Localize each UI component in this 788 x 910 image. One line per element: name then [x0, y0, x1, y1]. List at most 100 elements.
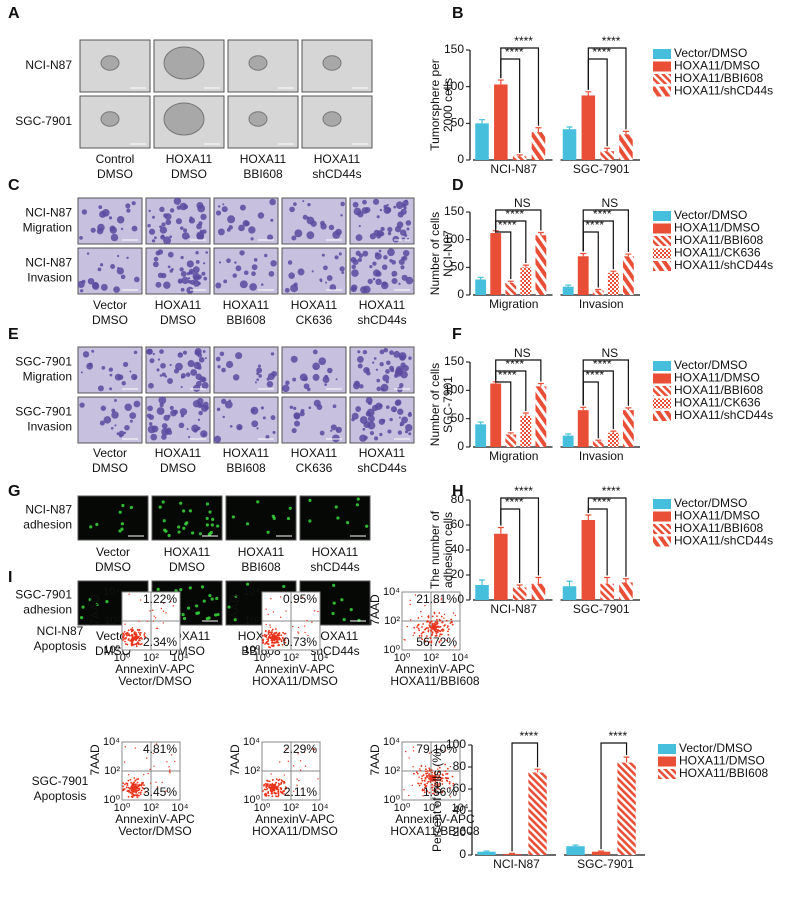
cell — [264, 253, 268, 258]
quadrant-value: 2.11% — [284, 785, 317, 799]
row-label: SGC-7901 — [32, 774, 89, 788]
y-axis-label: Number of cells — [428, 212, 442, 295]
event — [283, 774, 286, 776]
error-bar — [483, 850, 490, 852]
cell — [195, 604, 199, 608]
x-tick-label: 10⁴ — [452, 652, 469, 664]
error-bar — [580, 406, 587, 411]
error-bar — [604, 147, 611, 152]
error-bar — [585, 514, 592, 520]
cell — [81, 605, 85, 609]
legend-label: Vector/DMSO — [674, 46, 747, 60]
cell — [376, 215, 380, 219]
event — [273, 783, 276, 786]
legend-label: HOXA11/DMSO — [674, 371, 760, 385]
y-tick-label: 50 — [451, 411, 465, 425]
cell — [152, 352, 155, 356]
event — [299, 760, 302, 762]
event — [124, 637, 127, 639]
event — [136, 628, 139, 631]
event — [135, 791, 137, 793]
cell — [270, 260, 277, 267]
event — [420, 610, 422, 613]
event — [142, 787, 145, 790]
event — [413, 626, 416, 629]
bar — [581, 520, 596, 600]
cell — [324, 383, 327, 386]
cell — [378, 249, 382, 253]
event — [414, 594, 417, 596]
cell — [338, 252, 342, 256]
cell — [111, 411, 119, 419]
cell — [330, 424, 337, 431]
cell — [182, 509, 186, 513]
cell — [369, 265, 373, 269]
sphere — [163, 46, 205, 80]
sphere — [322, 111, 342, 127]
event — [279, 616, 282, 619]
x-tick-label: 10⁰ — [254, 802, 271, 814]
y-tick-label: 10⁰ — [383, 644, 400, 656]
event — [262, 642, 264, 644]
event — [134, 787, 136, 790]
event — [417, 782, 419, 784]
column-label: HOXA11 — [166, 152, 213, 166]
column-label: HOXA11 — [291, 446, 338, 460]
bar — [475, 585, 489, 600]
event — [427, 616, 430, 619]
significance-bracket — [495, 379, 512, 431]
event — [405, 750, 407, 753]
cell — [80, 371, 83, 374]
x-tick-label: NCI-N87 — [493, 857, 540, 871]
event — [424, 786, 426, 789]
significance-label: **** — [592, 45, 611, 59]
event — [283, 793, 285, 795]
cell — [401, 237, 406, 242]
row-label: NCI-N87 — [25, 256, 72, 270]
event — [141, 637, 143, 640]
bar — [512, 587, 527, 600]
event — [449, 787, 451, 789]
significance-label: **** — [505, 357, 524, 371]
cell — [260, 406, 264, 410]
y-tick-label: 10⁴ — [383, 736, 400, 748]
event — [428, 769, 431, 771]
event — [138, 620, 140, 622]
cell — [285, 380, 290, 386]
event — [131, 627, 134, 629]
x-axis-label: AnnexinV-APC — [115, 812, 195, 826]
cell — [99, 263, 104, 267]
cell — [372, 261, 377, 266]
cell — [182, 526, 186, 530]
event — [435, 615, 438, 618]
cell — [188, 268, 195, 275]
cell — [110, 233, 119, 242]
event — [424, 783, 426, 786]
error-bar — [622, 130, 629, 135]
column-label: BBI608 — [226, 461, 266, 475]
cell — [125, 203, 131, 209]
y-axis-label: Tumorsphere per — [428, 59, 442, 151]
cell — [200, 585, 205, 589]
cell — [184, 522, 188, 526]
cell — [362, 350, 368, 355]
cell — [200, 213, 207, 220]
cell — [221, 206, 228, 213]
event — [433, 773, 436, 775]
error-bar — [565, 433, 572, 436]
cell — [192, 266, 200, 274]
cell — [79, 616, 84, 620]
x-tick-label: SGC-7901 — [577, 857, 634, 871]
cell — [109, 387, 113, 391]
cell — [397, 408, 404, 415]
cell — [302, 200, 305, 203]
event — [449, 796, 452, 798]
event — [266, 785, 269, 788]
panel-label: D — [452, 177, 464, 194]
event — [283, 790, 285, 793]
y-axis-label: Number of cells — [428, 363, 442, 446]
x-tick-label: 10² — [143, 802, 159, 814]
event — [266, 787, 269, 790]
event — [430, 779, 433, 781]
cell — [270, 218, 274, 222]
